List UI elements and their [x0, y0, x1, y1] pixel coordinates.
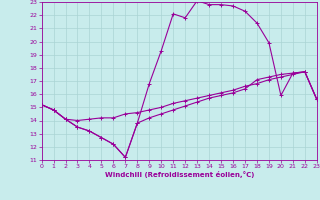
X-axis label: Windchill (Refroidissement éolien,°C): Windchill (Refroidissement éolien,°C) — [105, 171, 254, 178]
